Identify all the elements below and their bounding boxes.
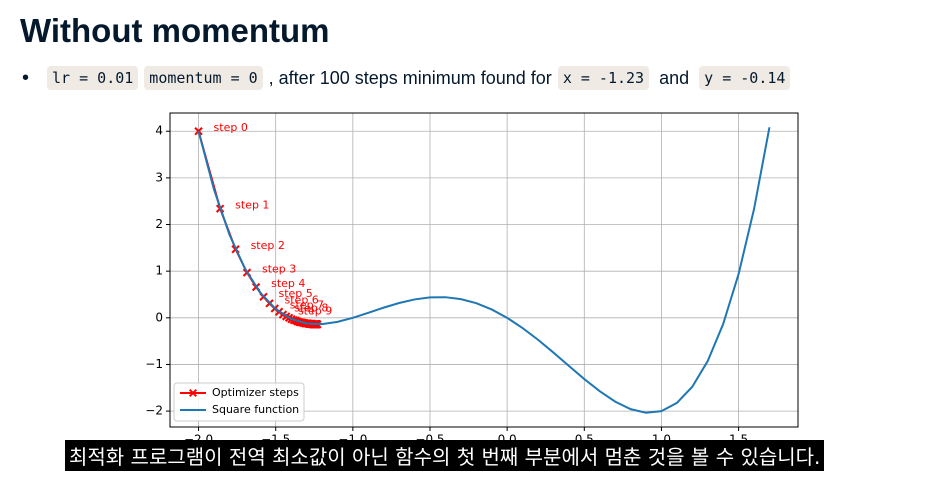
slide-title: Without momentum bbox=[20, 12, 330, 49]
code-span: momentum = 0 bbox=[144, 66, 263, 90]
step-label: step 8 bbox=[294, 302, 328, 315]
y-tick-label: 2 bbox=[155, 217, 163, 231]
y-tick-label: 0 bbox=[155, 310, 163, 324]
y-tick-label: −1 bbox=[145, 357, 163, 371]
y-tick-label: 3 bbox=[155, 170, 163, 184]
y-tick-label: −2 bbox=[145, 404, 163, 418]
step-marker bbox=[194, 127, 203, 136]
y-tick-label: 1 bbox=[155, 264, 163, 278]
bullet-text: and bbox=[659, 67, 690, 88]
step-label: step 6 bbox=[285, 293, 319, 306]
step-label: step 2 bbox=[251, 239, 285, 252]
legend-label: Square function bbox=[212, 403, 299, 416]
step-label: step 1 bbox=[235, 199, 269, 212]
step-label: step 0 bbox=[214, 121, 248, 134]
step-label: step 9 bbox=[298, 305, 332, 318]
step-label: step 4 bbox=[271, 277, 305, 290]
legend-marker bbox=[189, 389, 197, 397]
series-line bbox=[197, 127, 771, 414]
code-span: x = -1.23 bbox=[557, 66, 650, 90]
y-tick-label: 4 bbox=[155, 124, 163, 138]
code-span: lr = 0.01 bbox=[47, 66, 139, 90]
bullet-line: • lr = 0.01 momentum = 0 , after 100 ste… bbox=[22, 66, 791, 90]
bullet-dot: • bbox=[22, 66, 30, 89]
legend-box bbox=[173, 382, 305, 422]
subtitle-caption: 최적화 프로그램이 전역 최소값이 아닌 함수의 첫 번째 부분에서 멈춘 것을… bbox=[65, 440, 825, 471]
legend-label: Optimizer steps bbox=[212, 386, 299, 399]
bullet-text: , after 100 steps minimum found for bbox=[268, 67, 552, 88]
code-span: y = -0.14 bbox=[699, 66, 791, 90]
step-label: step 5 bbox=[279, 287, 313, 300]
plot-frame bbox=[169, 112, 799, 428]
step-label: step 7 bbox=[290, 298, 324, 311]
step-label: step 3 bbox=[262, 263, 296, 276]
